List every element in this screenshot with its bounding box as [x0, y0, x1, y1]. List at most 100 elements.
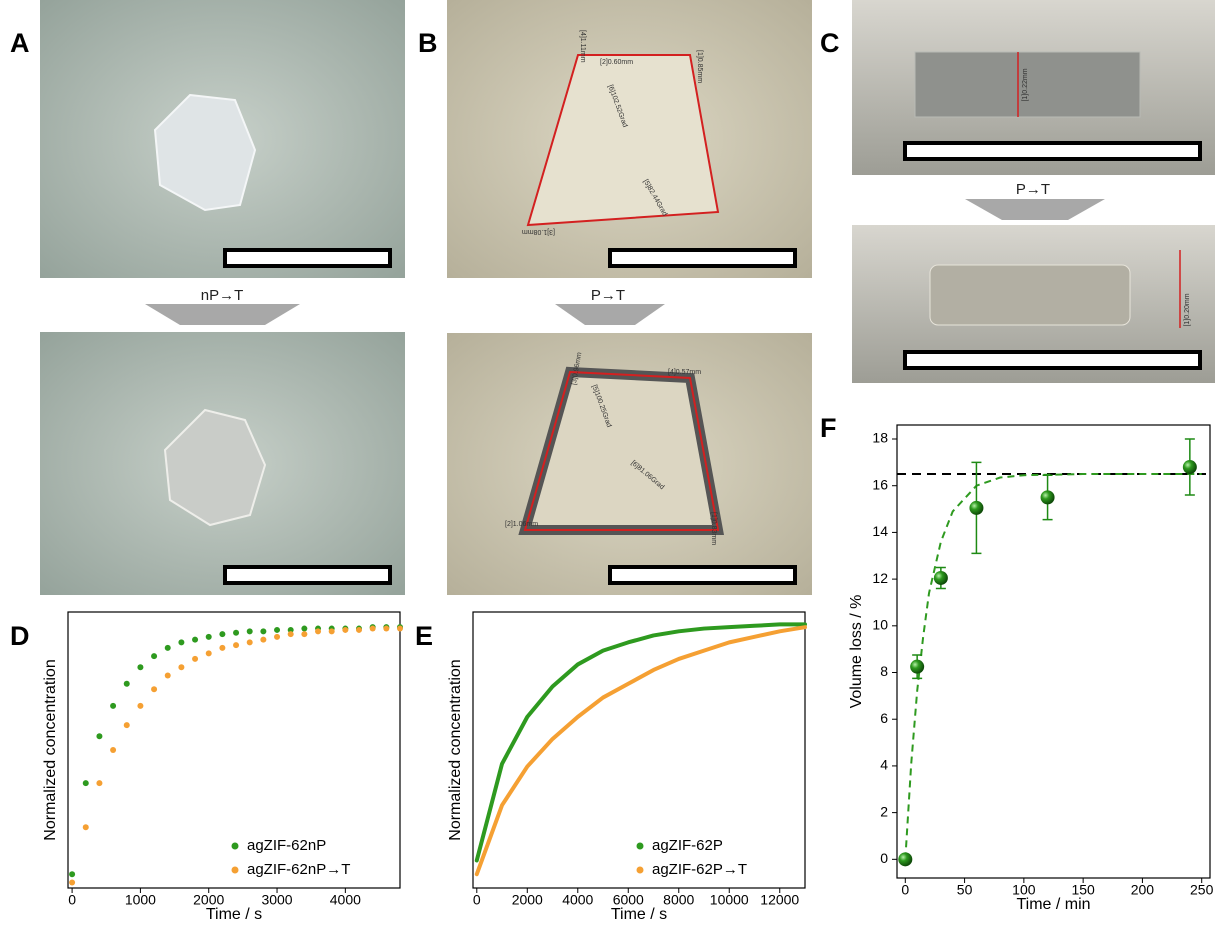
y-tick-label: 6: [880, 710, 888, 726]
y-tick-label: 16: [872, 476, 888, 492]
crystal: [930, 265, 1130, 325]
scale-bar: [225, 567, 390, 583]
x-tick-label: 0: [901, 882, 909, 898]
data-point: [315, 628, 321, 634]
panel-label: D: [10, 621, 30, 651]
data-point: [124, 722, 130, 728]
y-axis-label: Normalized concentration: [42, 659, 59, 840]
x-axis-label: Time / s: [611, 906, 667, 923]
legend-marker: [637, 843, 644, 850]
measurement: [1]0.20mm: [1184, 293, 1191, 326]
data-point: [301, 626, 307, 632]
data-point: [165, 672, 171, 678]
y-axis-label: Normalized concentration: [447, 659, 464, 840]
data-point: [219, 645, 225, 651]
measurement: [2]1.06mm: [505, 521, 538, 528]
transition-label: nP→T: [201, 287, 244, 304]
panel-label: F: [820, 413, 837, 443]
arrow: [145, 304, 300, 325]
legend-label: agZIF-62nP: [247, 837, 326, 854]
data-point: [934, 571, 948, 585]
data-point: [192, 637, 198, 643]
arrow: [965, 199, 1105, 220]
y-tick-label: 12: [872, 570, 888, 586]
y-axis-label: Volume loss / %: [848, 595, 865, 709]
data-point: [397, 626, 403, 632]
y-tick-label: 8: [880, 663, 888, 679]
legend-marker: [232, 843, 239, 850]
panel-label: A: [10, 28, 30, 58]
legend-label: agZIF-62nP→T: [247, 861, 350, 878]
x-tick-label: 2000: [512, 892, 543, 908]
data-point: [247, 628, 253, 634]
scale-bar: [905, 352, 1200, 368]
data-point: [69, 879, 75, 885]
data-point: [137, 664, 143, 670]
data-point: [165, 645, 171, 651]
data-point: [898, 852, 912, 866]
legend-marker: [637, 867, 644, 874]
data-point: [137, 703, 143, 709]
x-axis-label: Time / min: [1016, 896, 1090, 913]
data-point: [301, 631, 307, 637]
measurement: [1]0.83mm: [710, 512, 717, 545]
legend-marker: [232, 867, 239, 874]
data-point: [206, 650, 212, 656]
measurement: [4]1.11mm: [579, 30, 586, 63]
data-point: [342, 627, 348, 633]
data-point: [288, 631, 294, 637]
data-point: [178, 639, 184, 645]
x-tick-label: 10000: [710, 892, 749, 908]
arrow: [555, 304, 665, 325]
data-point: [151, 686, 157, 692]
x-axis-label: Time / s: [206, 906, 262, 923]
data-point: [370, 626, 376, 632]
data-point: [260, 628, 266, 634]
data-point: [274, 634, 280, 640]
scale-bar: [610, 567, 795, 583]
data-point: [96, 733, 102, 739]
data-point: [124, 681, 130, 687]
data-point: [219, 631, 225, 637]
x-tick-label: 200: [1131, 882, 1155, 898]
data-point: [83, 824, 89, 830]
scale-bar: [610, 250, 795, 266]
x-tick-label: 12000: [760, 892, 799, 908]
data-point: [233, 630, 239, 636]
x-tick-label: 250: [1190, 882, 1214, 898]
data-point: [206, 634, 212, 640]
transition-label: P→T: [1016, 181, 1050, 198]
legend-label: agZIF-62P→T: [652, 861, 747, 878]
data-point: [96, 780, 102, 786]
x-tick-label: 4000: [330, 892, 361, 908]
data-point: [383, 626, 389, 632]
data-point: [83, 780, 89, 786]
data-point: [1183, 460, 1197, 474]
legend-label: agZIF-62P: [652, 837, 723, 854]
x-tick-label: 50: [957, 882, 973, 898]
y-tick-label: 14: [872, 523, 888, 539]
measurement: [3]1.08mm: [522, 228, 555, 235]
y-tick-label: 18: [872, 430, 888, 446]
scale-bar: [225, 250, 390, 266]
data-point: [110, 747, 116, 753]
panel-label: B: [418, 28, 438, 58]
panel-label: C: [820, 28, 840, 58]
data-point: [233, 642, 239, 648]
data-point: [260, 637, 266, 643]
panel-label: E: [415, 621, 433, 651]
measurement: [2]0.60mm: [600, 59, 633, 66]
figure: nP→T [1]0.85mm [2]0.60mm [3]1.08mm [4]1.…: [0, 0, 1215, 923]
x-tick-label: 0: [68, 892, 76, 908]
plot-frame: [897, 425, 1210, 878]
data-point: [910, 660, 924, 674]
data-point: [192, 656, 198, 662]
y-tick-label: 10: [872, 617, 888, 633]
measurement: [1]0.85mm: [696, 50, 703, 83]
data-point: [1041, 490, 1055, 504]
data-point: [274, 627, 280, 633]
x-tick-label: 1000: [125, 892, 156, 908]
data-point: [329, 628, 335, 634]
data-point: [151, 653, 157, 659]
measurement: [1]0.22mm: [1022, 68, 1029, 101]
